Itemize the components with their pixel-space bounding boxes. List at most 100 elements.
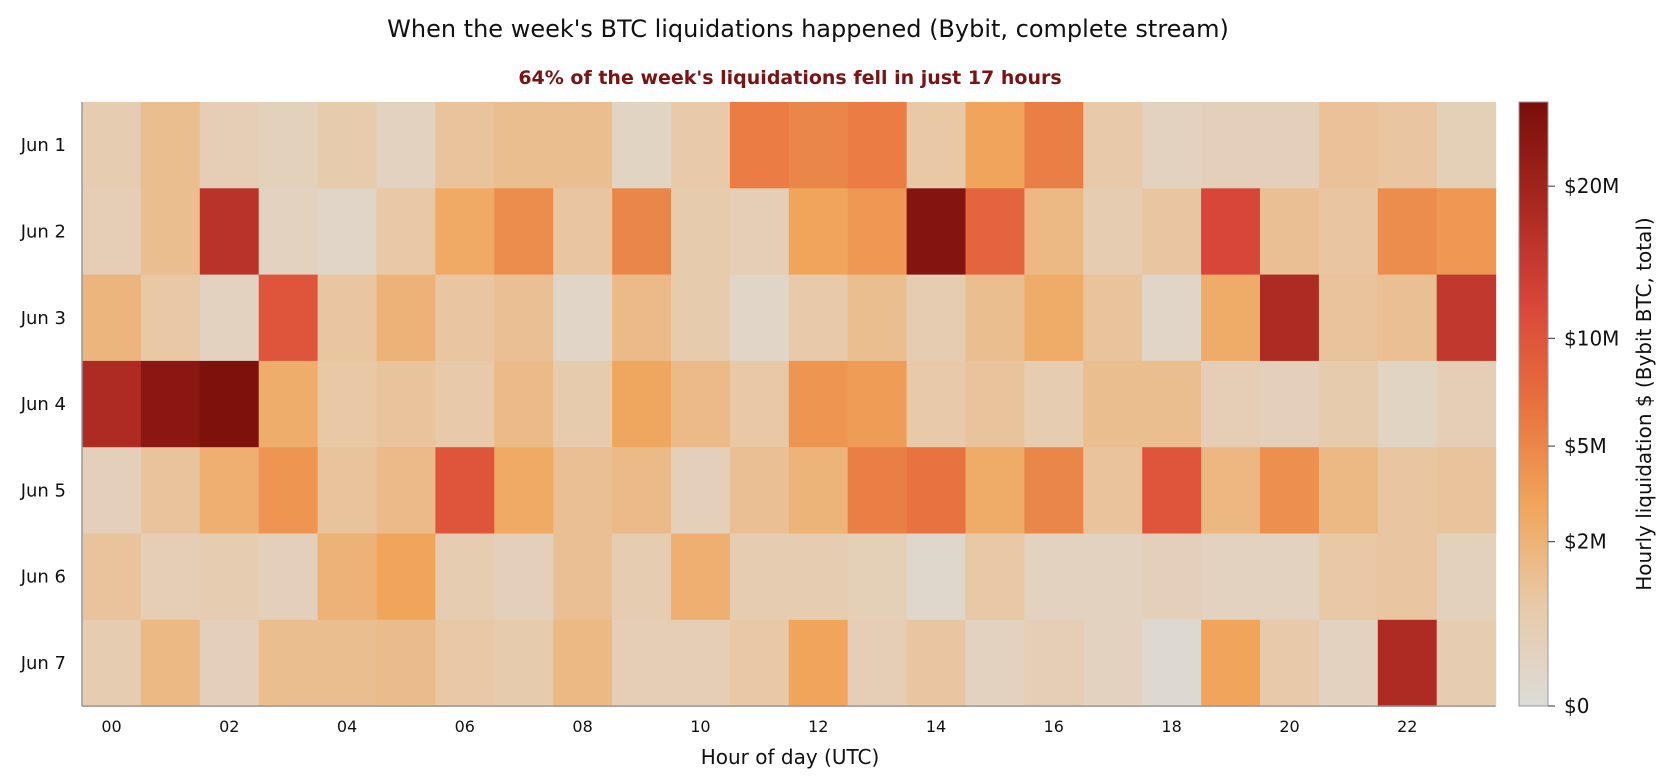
heatmap-cells: [82, 102, 1497, 707]
heatmap-cell: [729, 360, 790, 448]
heatmap-cell: [553, 188, 613, 276]
heatmap-cell: [376, 533, 436, 621]
heatmap-cell: [553, 447, 613, 535]
x-tick-label: 08: [572, 717, 592, 736]
heatmap-cell: [1260, 188, 1320, 276]
heatmap-cell: [1083, 533, 1143, 621]
heatmap-cell: [199, 102, 260, 189]
heatmap-cell: [376, 102, 436, 189]
heatmap-cell: [671, 360, 731, 448]
heatmap-cell: [140, 274, 201, 362]
heatmap-cell: [82, 533, 142, 621]
heatmap-cell: [788, 274, 849, 362]
heatmap-cell: [847, 102, 908, 189]
y-tick-label: Jun 7: [20, 653, 66, 674]
heatmap-cell: [1318, 274, 1379, 362]
heatmap-cell: [788, 360, 849, 448]
heatmap-cell: [847, 360, 908, 448]
heatmap-cell: [906, 360, 967, 448]
x-tick-label: 12: [808, 717, 828, 736]
heatmap-cell: [258, 447, 319, 535]
heatmap-cell: [965, 102, 1025, 189]
x-axis-ticks: 00 02 04 06 08 10 12 14 16 18 20 22: [101, 717, 1417, 736]
heatmap-cell: [1024, 447, 1084, 535]
heatmap-cell: [258, 102, 319, 189]
heatmap-cell: [788, 619, 849, 707]
heatmap-cell: [1436, 102, 1497, 189]
y-tick-label: Jun 1: [20, 135, 66, 156]
heatmap-cell: [612, 619, 672, 707]
heatmap-cell: [1436, 533, 1497, 621]
heatmap-cell: [494, 619, 554, 707]
heatmap-cell: [671, 619, 731, 707]
heatmap-cell: [788, 102, 849, 189]
heatmap-cell: [1201, 188, 1261, 276]
heatmap-cell: [199, 447, 260, 535]
heatmap-cell: [906, 533, 967, 621]
x-tick-label: 14: [926, 717, 946, 736]
heatmap-cell: [435, 102, 495, 189]
heatmap-cell: [965, 619, 1025, 707]
heatmap-cell: [317, 274, 378, 362]
colorbar-label: Hourly liquidation $ (Bybit BTC, total): [1632, 217, 1656, 590]
heatmap-cell: [140, 619, 201, 707]
heatmap-cell: [1377, 447, 1438, 535]
colorbar-ticks: $0 $2M $5M $10M $20M: [1548, 174, 1619, 718]
heatmap-cell: [1142, 447, 1202, 535]
heatmap-cell: [671, 102, 731, 189]
heatmap-cell: [82, 188, 142, 276]
heatmap-cell: [1260, 102, 1320, 189]
heatmap-cell: [1377, 274, 1438, 362]
heatmap-cell: [965, 533, 1025, 621]
plot-frame: [81, 102, 1496, 707]
heatmap-cell: [1201, 360, 1261, 448]
x-tick-label: 18: [1161, 717, 1181, 736]
heatmap-cell: [199, 533, 260, 621]
heatmap-cell: [317, 188, 378, 276]
heatmap-cell: [1024, 102, 1084, 189]
heatmap-cell: [847, 188, 908, 276]
heatmap-cell: [82, 360, 142, 448]
heatmap-cell: [1377, 188, 1438, 276]
heatmap-cell: [258, 360, 319, 448]
heatmap-cell: [376, 447, 436, 535]
heatmap-cell: [612, 102, 672, 189]
heatmap-cell: [1436, 188, 1497, 276]
heatmap-cell: [1142, 274, 1202, 362]
colorbar-tick-label: $10M: [1564, 326, 1619, 350]
heatmap-cell: [494, 274, 554, 362]
heatmap-cell: [612, 188, 672, 276]
colorbar-tick-label: $20M: [1564, 174, 1619, 198]
x-tick-label: 06: [455, 717, 475, 736]
heatmap-cell: [612, 360, 672, 448]
y-tick-label: Jun 3: [20, 308, 66, 329]
heatmap-cell: [435, 533, 495, 621]
heatmap-cell: [199, 274, 260, 362]
heatmap-cell: [317, 102, 378, 189]
heatmap-cell: [140, 188, 201, 276]
heatmap-cell: [1024, 533, 1084, 621]
heatmap-cell: [1260, 447, 1320, 535]
heatmap-cell: [1377, 102, 1438, 189]
heatmap-cell: [376, 619, 436, 707]
heatmap-cell: [199, 619, 260, 707]
heatmap-cell: [199, 188, 260, 276]
heatmap-cell: [494, 102, 554, 189]
heatmap-cell: [1142, 619, 1202, 707]
heatmap-cell: [729, 619, 790, 707]
heatmap-cell: [906, 188, 967, 276]
heatmap-cell: [612, 533, 672, 621]
heatmap-cell: [965, 360, 1025, 448]
heatmap-cell: [494, 360, 554, 448]
heatmap-cell: [671, 533, 731, 621]
heatmap-cell: [1436, 274, 1497, 362]
heatmap-cell: [1083, 447, 1143, 535]
heatmap-cell: [82, 619, 142, 707]
heatmap-cell: [553, 360, 613, 448]
heatmap-cell: [140, 533, 201, 621]
heatmap-cell: [671, 274, 731, 362]
heatmap-cell: [788, 533, 849, 621]
y-tick-label: Jun 2: [20, 221, 66, 242]
heatmap-cell: [1024, 619, 1084, 707]
